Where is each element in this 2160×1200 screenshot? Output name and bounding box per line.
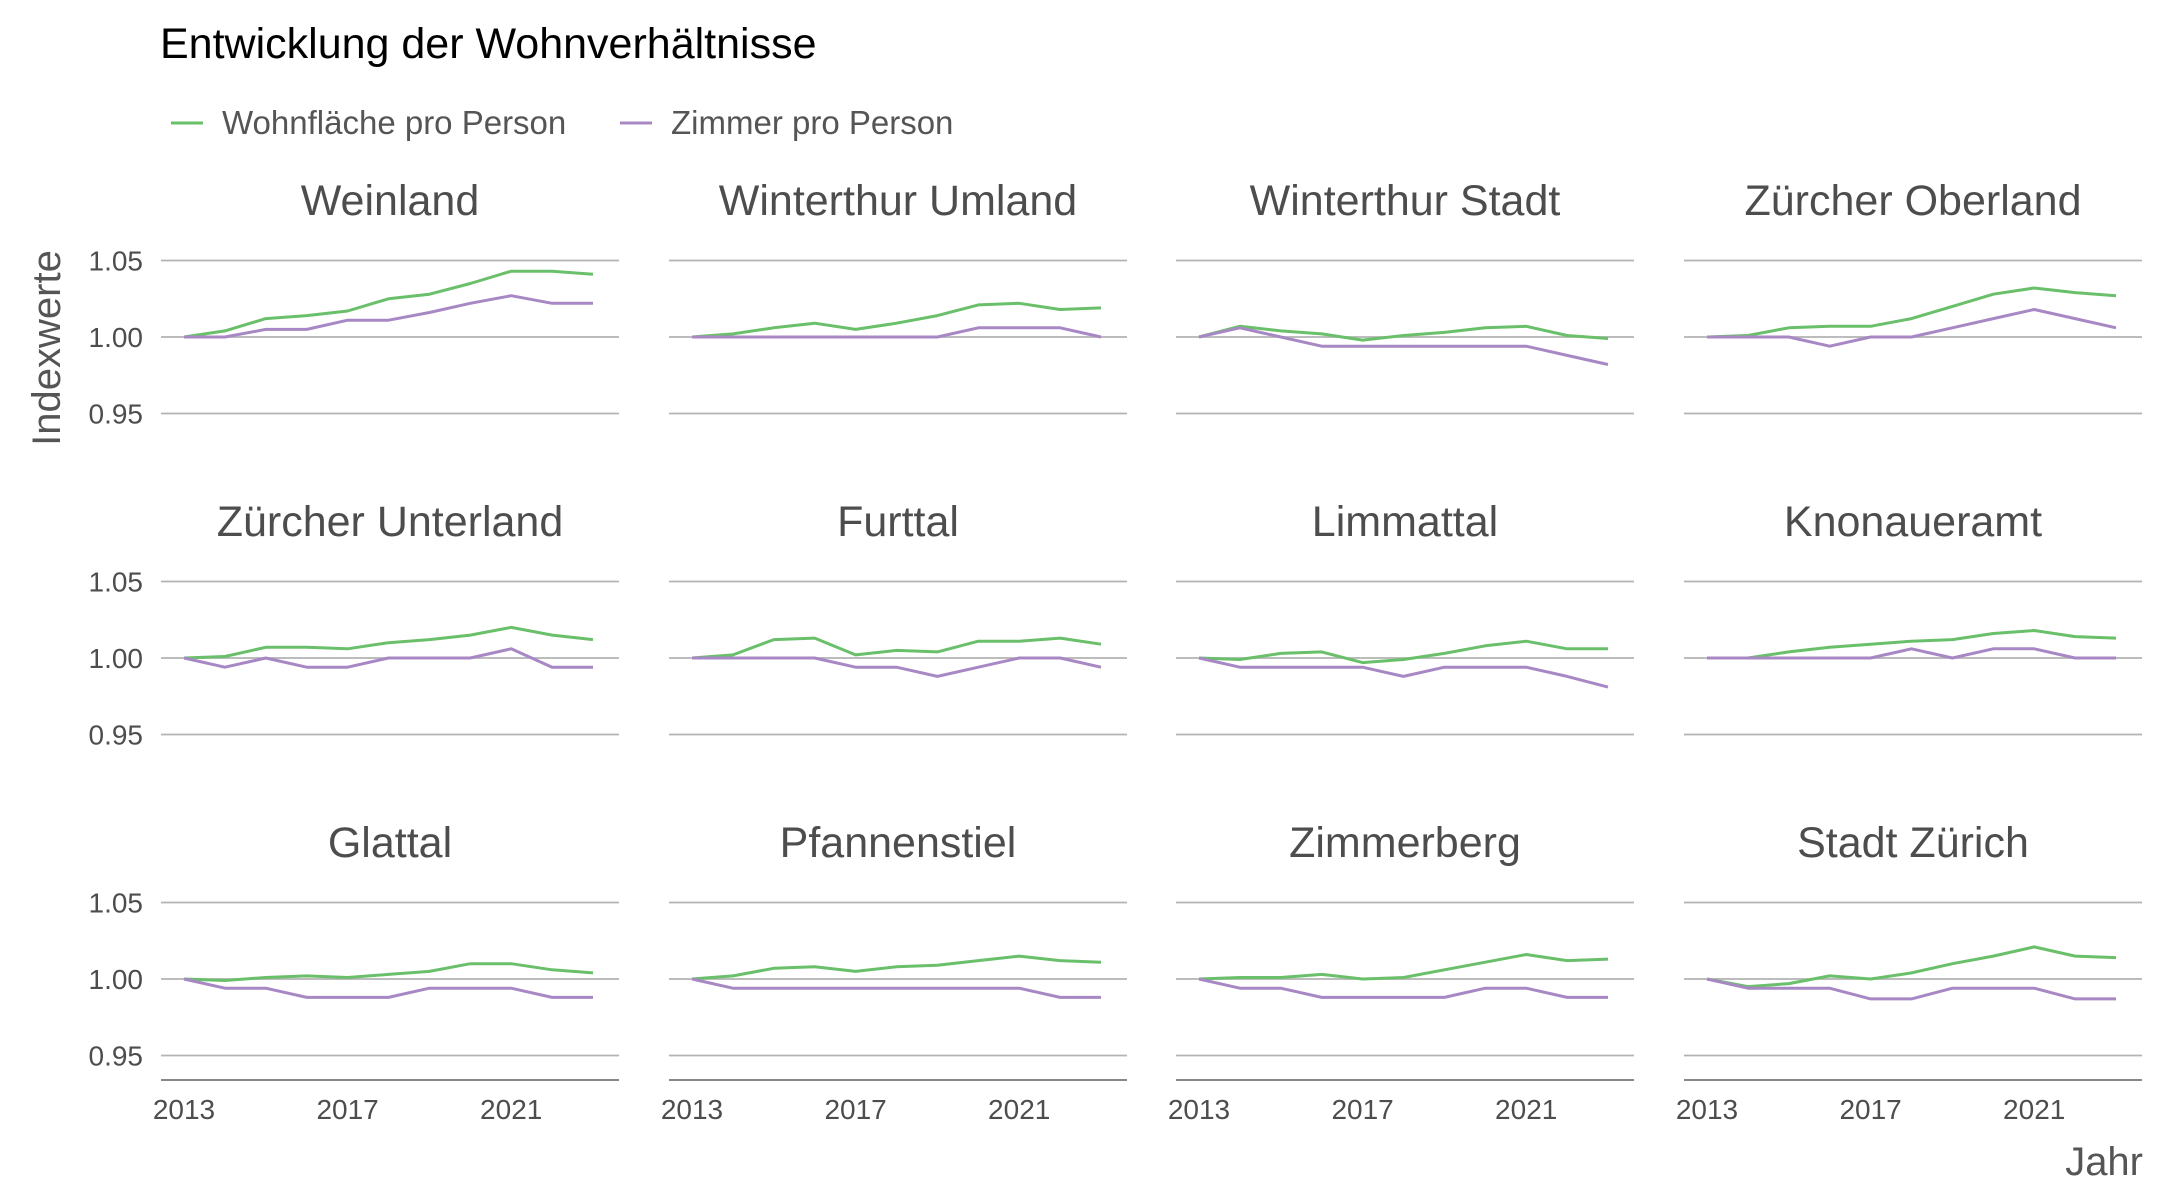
series-line-wohnflaeche <box>1198 953 1609 981</box>
x-tick-label: 2017 <box>316 1094 378 1125</box>
panel-title: Furttal <box>837 498 959 546</box>
y-tick-label: 1.05 <box>89 246 144 277</box>
series-line-wohnflaeche <box>1706 945 2117 989</box>
series-line-wohnflaeche <box>1707 629 2117 660</box>
series-line-zimmer <box>692 326 1102 339</box>
x-tick-label: 2013 <box>661 1094 723 1125</box>
chart-title: Entwicklung der Wohnverhältnisse <box>160 20 817 68</box>
panel-title: Knonaueramt <box>1784 498 2042 546</box>
legend-label-wohnflaeche: Wohnfläche pro Person <box>222 104 566 141</box>
series-line-zimmer <box>691 977 1101 999</box>
series-line-wohnflaeche <box>1198 324 1609 342</box>
panel-title: Winterthur Umland <box>719 177 1077 225</box>
x-tick-label: 2017 <box>824 1094 886 1125</box>
series-line-zimmer <box>1706 977 2116 1001</box>
panel-title: Glattal <box>328 819 452 867</box>
x-tick-label: 2021 <box>480 1094 542 1125</box>
series-line-wohnflaeche <box>183 625 594 660</box>
x-axis-label: Jahr <box>2065 1140 2143 1184</box>
panel-title: Zimmerberg <box>1289 819 1521 867</box>
series-line-wohnflaeche <box>691 636 1102 660</box>
y-tick-label: 0.95 <box>89 720 144 751</box>
x-tick-label: 2013 <box>153 1094 215 1125</box>
y-tick-label: 1.00 <box>89 964 144 995</box>
y-tick-label: 1.05 <box>89 888 144 919</box>
series-line-wohnflaeche <box>691 301 1102 339</box>
x-tick-label: 2021 <box>988 1094 1050 1125</box>
legend-label-zimmer: Zimmer pro Person <box>671 104 953 141</box>
legend: Wohnfläche pro Person Zimmer pro Person <box>171 104 953 141</box>
panel-title: Zürcher Oberland <box>1745 177 2082 225</box>
panel-title: Weinland <box>301 177 480 225</box>
y-tick-label: 1.05 <box>89 567 144 598</box>
y-axis-label: Indexwerte <box>25 250 69 446</box>
x-tick-label: 2017 <box>1839 1094 1901 1125</box>
y-tick-label: 1.00 <box>89 643 144 674</box>
series-line-zimmer <box>183 647 593 669</box>
panel-title: Limmattal <box>1312 498 1498 546</box>
series-line-zimmer <box>1198 326 1609 366</box>
x-tick-label: 2013 <box>1168 1094 1230 1125</box>
series-line-wohnflaeche <box>1198 639 1608 665</box>
series-line-zimmer <box>183 977 593 999</box>
series-line-wohnflaeche <box>183 962 594 982</box>
series-line-zimmer <box>1707 647 2116 660</box>
panel-title: Winterthur Stadt <box>1250 177 1561 225</box>
series-line-wohnflaeche <box>1706 286 2117 339</box>
series-line-wohnflaeche <box>183 269 594 339</box>
x-tick-label: 2013 <box>1676 1094 1738 1125</box>
y-tick-label: 0.95 <box>89 1041 144 1072</box>
series-line-zimmer <box>184 294 593 339</box>
y-tick-label: 0.95 <box>89 399 144 430</box>
series-line-zimmer <box>1198 656 1609 689</box>
panel-title: Pfannenstiel <box>780 819 1017 867</box>
x-tick-label: 2021 <box>2003 1094 2065 1125</box>
series-line-zimmer <box>692 656 1102 678</box>
y-tick-label: 1.00 <box>89 322 144 353</box>
series-line-zimmer <box>1198 977 1608 999</box>
x-tick-label: 2017 <box>1331 1094 1393 1125</box>
series-line-wohnflaeche <box>691 954 1102 981</box>
x-tick-label: 2021 <box>1495 1094 1557 1125</box>
panel-title: Stadt Zürich <box>1797 819 2029 867</box>
series-line-zimmer <box>1707 308 2117 348</box>
panel-title: Zürcher Unterland <box>217 498 564 546</box>
